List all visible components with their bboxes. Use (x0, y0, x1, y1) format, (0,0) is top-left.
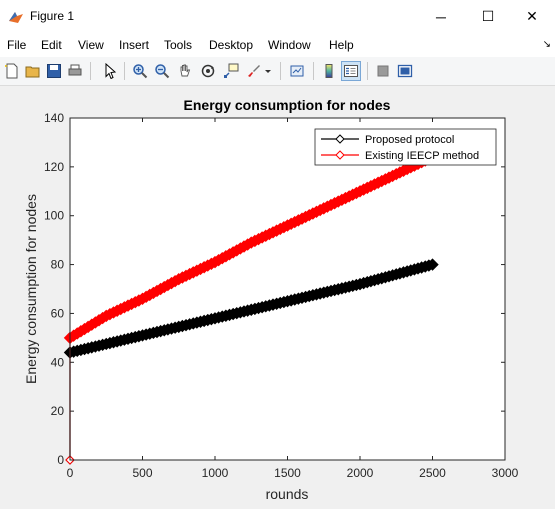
series-0 (63, 258, 439, 465)
data-point (426, 258, 439, 271)
menu-help[interactable]: Help (329, 38, 354, 52)
brush-icon[interactable] (244, 61, 264, 81)
brush-dropdown-chevron-icon[interactable] (262, 61, 274, 81)
y-tick-label: 60 (51, 306, 65, 320)
open-file-icon[interactable] (23, 61, 43, 81)
y-tick-label: 20 (51, 404, 65, 418)
menu-desktop[interactable]: Desktop (209, 38, 254, 52)
y-tick-label: 100 (44, 209, 64, 223)
edit-plot-arrow-icon[interactable] (100, 61, 120, 81)
legend-label: Proposed protocol (365, 134, 454, 146)
toolbar-separator (313, 62, 314, 80)
legend-marker (335, 150, 345, 160)
legend[interactable]: Proposed protocol Existing IEECP method (314, 128, 497, 166)
matlab-app-icon (9, 12, 23, 23)
axes-background (70, 118, 505, 460)
hide-plot-tools-icon[interactable] (373, 61, 393, 81)
menu-edit[interactable]: Edit (41, 38, 62, 52)
y-tick-label: 120 (44, 160, 64, 174)
x-tick-label: 3000 (492, 466, 519, 480)
menu-window[interactable]: Window (268, 38, 311, 52)
zoom-in-icon[interactable] (130, 61, 150, 81)
toolbar-separator (367, 62, 368, 80)
x-axis-label: rounds (266, 486, 309, 502)
y-tick-label: 80 (51, 258, 65, 272)
toolbar-separator (280, 62, 281, 80)
chart-title: Energy consumption for nodes (184, 97, 391, 113)
insert-colorbar-icon[interactable] (319, 61, 339, 81)
rotate-3d-icon[interactable] (198, 61, 218, 81)
menu-bar: File Edit View Insert Tools Desktop Wind… (0, 33, 555, 57)
legend-box (314, 128, 497, 166)
y-tick-label: 40 (51, 355, 65, 369)
link-plot-icon[interactable] (287, 61, 307, 81)
x-tick-label: 1500 (274, 466, 301, 480)
print-icon[interactable] (65, 61, 85, 81)
zoom-out-icon[interactable] (152, 61, 172, 81)
y-tick-label: 140 (44, 111, 64, 125)
y-axis-label: Energy consumption for nodes (23, 194, 39, 384)
legend-marker (335, 134, 345, 144)
menu-file[interactable]: File (7, 38, 27, 52)
x-tick-label: 2500 (419, 466, 446, 480)
maximize-button[interactable]: ☐ (481, 8, 495, 24)
insert-legend-icon[interactable] (341, 61, 361, 81)
window-title: Figure 1 (30, 9, 75, 23)
pan-hand-icon[interactable] (175, 61, 195, 81)
minimize-button[interactable]: ─ (436, 8, 446, 25)
window-title-bar: Figure 1 ─ ☐ ✕ (0, 0, 555, 33)
x-tick-label: 0 (67, 466, 74, 480)
save-icon[interactable] (44, 61, 64, 81)
show-plot-tools-icon[interactable] (395, 61, 415, 81)
x-tick-label: 2000 (347, 466, 374, 480)
x-tick-label: 1000 (202, 466, 229, 480)
toolbar-separator (90, 62, 91, 80)
legend-label: Existing IEECP method (365, 150, 479, 162)
menu-tools[interactable]: Tools (164, 38, 193, 52)
axes-box (69, 117, 506, 461)
figure-canvas: 0 500 1000 1500 2000 2500 3000 0 20 40 60 80 100 120 1… (0, 86, 555, 504)
close-button[interactable]: ✕ (526, 8, 538, 24)
figure-toolbar (0, 57, 555, 86)
y-tick-label: 0 (57, 453, 64, 467)
menu-insert[interactable]: Insert (119, 38, 150, 52)
menu-dock-arrow-icon[interactable]: ↘ (542, 39, 551, 50)
x-tick-label: 500 (132, 466, 152, 480)
data-cursor-icon[interactable] (221, 61, 241, 81)
menu-view[interactable]: View (78, 38, 104, 52)
toolbar-separator (124, 62, 125, 80)
chart: 0 500 1000 1500 2000 2500 3000 0 20 40 60 80 100 120 1… (23, 97, 519, 502)
new-figure-icon[interactable] (2, 61, 22, 81)
